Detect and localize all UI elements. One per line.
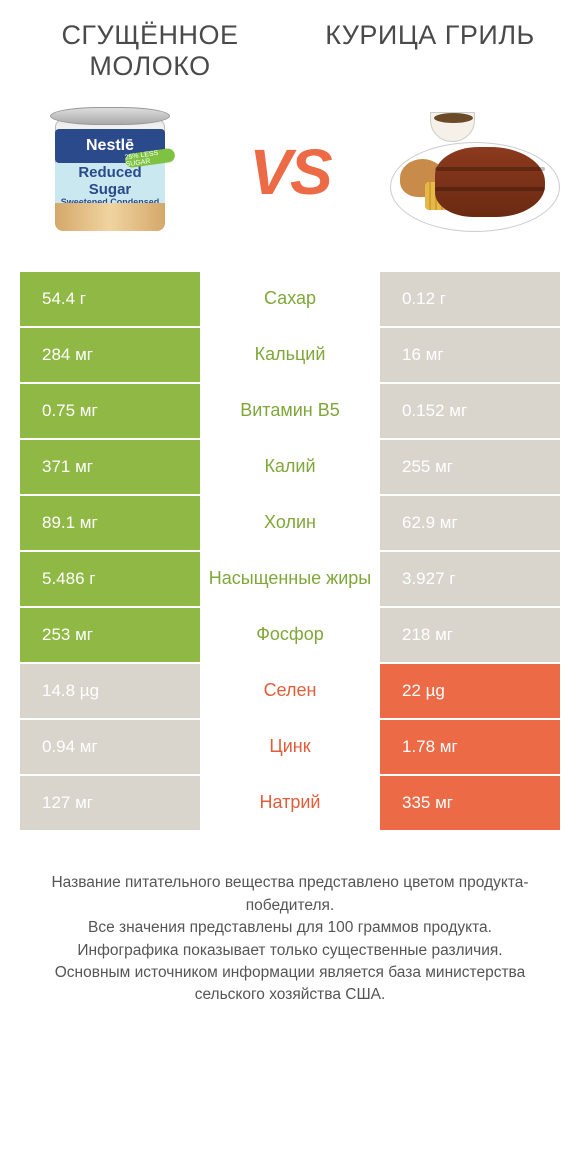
right-value: 335 мг [380,776,560,830]
nutrient-name: Фосфор [200,608,380,662]
right-value: 3.927 г [380,552,560,606]
right-value: 0.12 г [380,272,560,326]
table-row: 0.94 мгЦинк1.78 мг [20,720,560,776]
right-value: 22 µg [380,664,560,718]
footer-notes: Название питательного вещества представл… [0,832,580,1007]
nutrient-name: Витамин B5 [200,384,380,438]
left-value: 5.486 г [20,552,200,606]
left-value: 371 мг [20,440,200,494]
nutrient-name: Холин [200,496,380,550]
nutrient-name: Натрий [200,776,380,830]
vs-label: VS [249,135,330,209]
right-value: 0.152 мг [380,384,560,438]
nutrient-name: Сахар [200,272,380,326]
nutrient-name: Насыщенные жиры [200,552,380,606]
footer-line: Инфографика показывает только существенн… [25,940,555,962]
vs-row: Nestlē Reduced Sugar Sweetened Condensed… [0,92,580,272]
table-row: 127 мгНатрий335 мг [20,776,560,832]
footer-line: Название питательного вещества представл… [25,872,555,917]
right-value: 16 мг [380,328,560,382]
left-value: 284 мг [20,328,200,382]
table-row: 284 мгКальций16 мг [20,328,560,384]
table-row: 5.486 гНасыщенные жиры3.927 г [20,552,560,608]
left-value: 127 мг [20,776,200,830]
left-product-image: Nestlē Reduced Sugar Sweetened Condensed… [30,102,190,242]
nutrient-name: Калий [200,440,380,494]
right-product-title: КУРИЦА ГРИЛЬ [310,20,550,51]
left-value: 54.4 г [20,272,200,326]
left-value: 14.8 µg [20,664,200,718]
left-value: 0.94 мг [20,720,200,774]
nutrient-name: Кальций [200,328,380,382]
left-value: 253 мг [20,608,200,662]
nutrient-name: Селен [200,664,380,718]
condensed-milk-can-icon: Nestlē Reduced Sugar Sweetened Condensed… [50,107,170,237]
right-value: 255 мг [380,440,560,494]
footer-line: Все значения представлены для 100 граммо… [25,917,555,939]
table-row: 253 мгФосфор218 мг [20,608,560,664]
left-value: 89.1 мг [20,496,200,550]
can-label: Reduced Sugar Sweetened Condensed Milk [55,163,165,203]
table-row: 89.1 мгХолин62.9 мг [20,496,560,552]
footer-line: Основным источником информации является … [25,962,555,1007]
right-value: 1.78 мг [380,720,560,774]
header: СГУЩЁННОЕ МОЛОКО КУРИЦА ГРИЛЬ [0,0,580,92]
right-product-image [390,102,550,242]
table-row: 54.4 гСахар0.12 г [20,272,560,328]
grilled-chicken-plate-icon [390,112,550,232]
table-row: 371 мгКалий255 мг [20,440,560,496]
left-value: 0.75 мг [20,384,200,438]
left-product-title: СГУЩЁННОЕ МОЛОКО [30,20,270,82]
nutrient-name: Цинк [200,720,380,774]
comparison-table: 54.4 гСахар0.12 г284 мгКальций16 мг0.75 … [0,272,580,832]
right-value: 218 мг [380,608,560,662]
right-value: 62.9 мг [380,496,560,550]
table-row: 0.75 мгВитамин B50.152 мг [20,384,560,440]
table-row: 14.8 µgСелен22 µg [20,664,560,720]
